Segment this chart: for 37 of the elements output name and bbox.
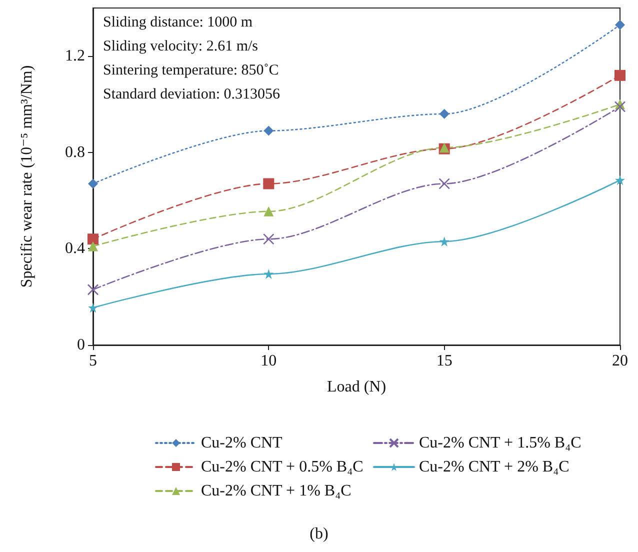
point xyxy=(264,268,274,279)
legend-label: Cu-2% CNT xyxy=(201,434,283,452)
point xyxy=(614,70,626,81)
annotation: Standard deviation: 0.313056 xyxy=(103,86,281,102)
point xyxy=(88,302,98,313)
point xyxy=(264,126,274,136)
y-tick-label: 1.2 xyxy=(65,48,85,65)
x-tick-label: 10 xyxy=(260,352,277,370)
point xyxy=(88,241,98,252)
point xyxy=(263,178,274,190)
point xyxy=(614,101,626,112)
legend-label: Cu-2% CNT + 0.5% B₄C xyxy=(201,458,364,476)
y-tick-label: 0 xyxy=(77,336,85,354)
x-tick-label: 20 xyxy=(612,352,628,370)
point xyxy=(88,234,98,245)
x-tick-label: 5 xyxy=(89,352,97,370)
point xyxy=(615,175,625,186)
y-axis-title: Specific wear rate (10⁻⁵ mm³/Nm) xyxy=(18,65,36,288)
text: (b) xyxy=(310,526,328,542)
y-tick-label: 0.8 xyxy=(65,144,85,161)
point xyxy=(615,20,625,30)
x-tick-label: 15 xyxy=(436,352,452,370)
point xyxy=(263,233,274,245)
annotation: Sliding distance: 1000 m xyxy=(103,14,253,30)
point xyxy=(264,206,274,216)
annotation: Sliding velocity: 2.61 m/s xyxy=(103,38,258,54)
point xyxy=(438,178,450,190)
y-tick-label: 0.4 xyxy=(65,240,85,258)
annotation: Sintering temperature: 850˚C xyxy=(103,62,279,78)
point xyxy=(439,108,450,119)
legend-label: Cu-2% CNT + 1.5% B₄C xyxy=(419,434,582,452)
legend-label: Cu-2% CNT + 1% B₄C xyxy=(201,482,352,500)
point xyxy=(87,284,99,296)
point xyxy=(439,236,450,246)
legend-label: Cu-2% CNT + 2% B₄C xyxy=(419,458,570,476)
point xyxy=(88,178,98,189)
x-axis-title: Load (N) xyxy=(326,378,386,396)
